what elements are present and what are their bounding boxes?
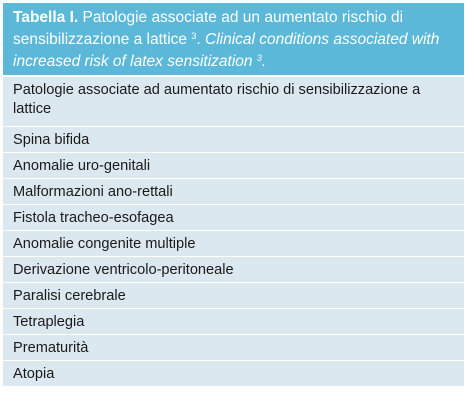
caption-label: Tabella I. — [13, 9, 79, 26]
table-cell: Anomalie congenite multiple — [13, 235, 196, 252]
table-row: Anomalie uro-genitali — [3, 153, 464, 179]
table-row: Tetraplegia — [3, 309, 464, 335]
table-cell: Atopia — [13, 365, 55, 382]
table-row: Malformazioni ano-rettali — [3, 179, 464, 205]
table-cell: Spina bifida — [13, 131, 90, 148]
table-caption: Tabella I. Patologie associate ad un aum… — [3, 3, 464, 77]
caption-english-reference: 3 — [256, 53, 262, 63]
table-cell: Prematurità — [13, 339, 89, 356]
table-row: Prematurità — [3, 335, 464, 361]
table-cell: Anomalie uro-genitali — [13, 157, 151, 174]
caption-italian-reference: 3 — [191, 31, 197, 41]
table-cell: Fistola tracheo-esofagea — [13, 209, 174, 226]
table-row: Derivazione ventricolo-peritoneale — [3, 257, 464, 283]
table-row: Paralisi cerebrale — [3, 283, 464, 309]
table-row: Atopia — [3, 361, 464, 387]
caption-end: . — [261, 53, 267, 70]
table-row: Spina bifida — [3, 127, 464, 153]
table-cell: Paralisi cerebrale — [13, 287, 126, 304]
table-header-cell: Patologie associate ad aumentato rischio… — [13, 82, 421, 117]
caption-italian-text: Patologie associate ad un aumentato risc… — [13, 9, 404, 48]
table-cell: Tetraplegia — [13, 313, 85, 330]
table-row: Fistola tracheo-esofagea — [3, 205, 464, 231]
table-row: Anomalie congenite multiple — [3, 231, 464, 257]
table-cell: Derivazione ventricolo-peritoneale — [13, 261, 234, 278]
table: Tabella I. Patologie associate ad un aum… — [3, 3, 464, 387]
caption-english-text: Clinical conditions associated with incr… — [13, 31, 440, 70]
caption-separator: . — [196, 31, 201, 48]
table-cell: Malformazioni ano-rettali — [13, 183, 173, 200]
table-header-row: Patologie associate ad aumentato rischio… — [3, 77, 464, 127]
